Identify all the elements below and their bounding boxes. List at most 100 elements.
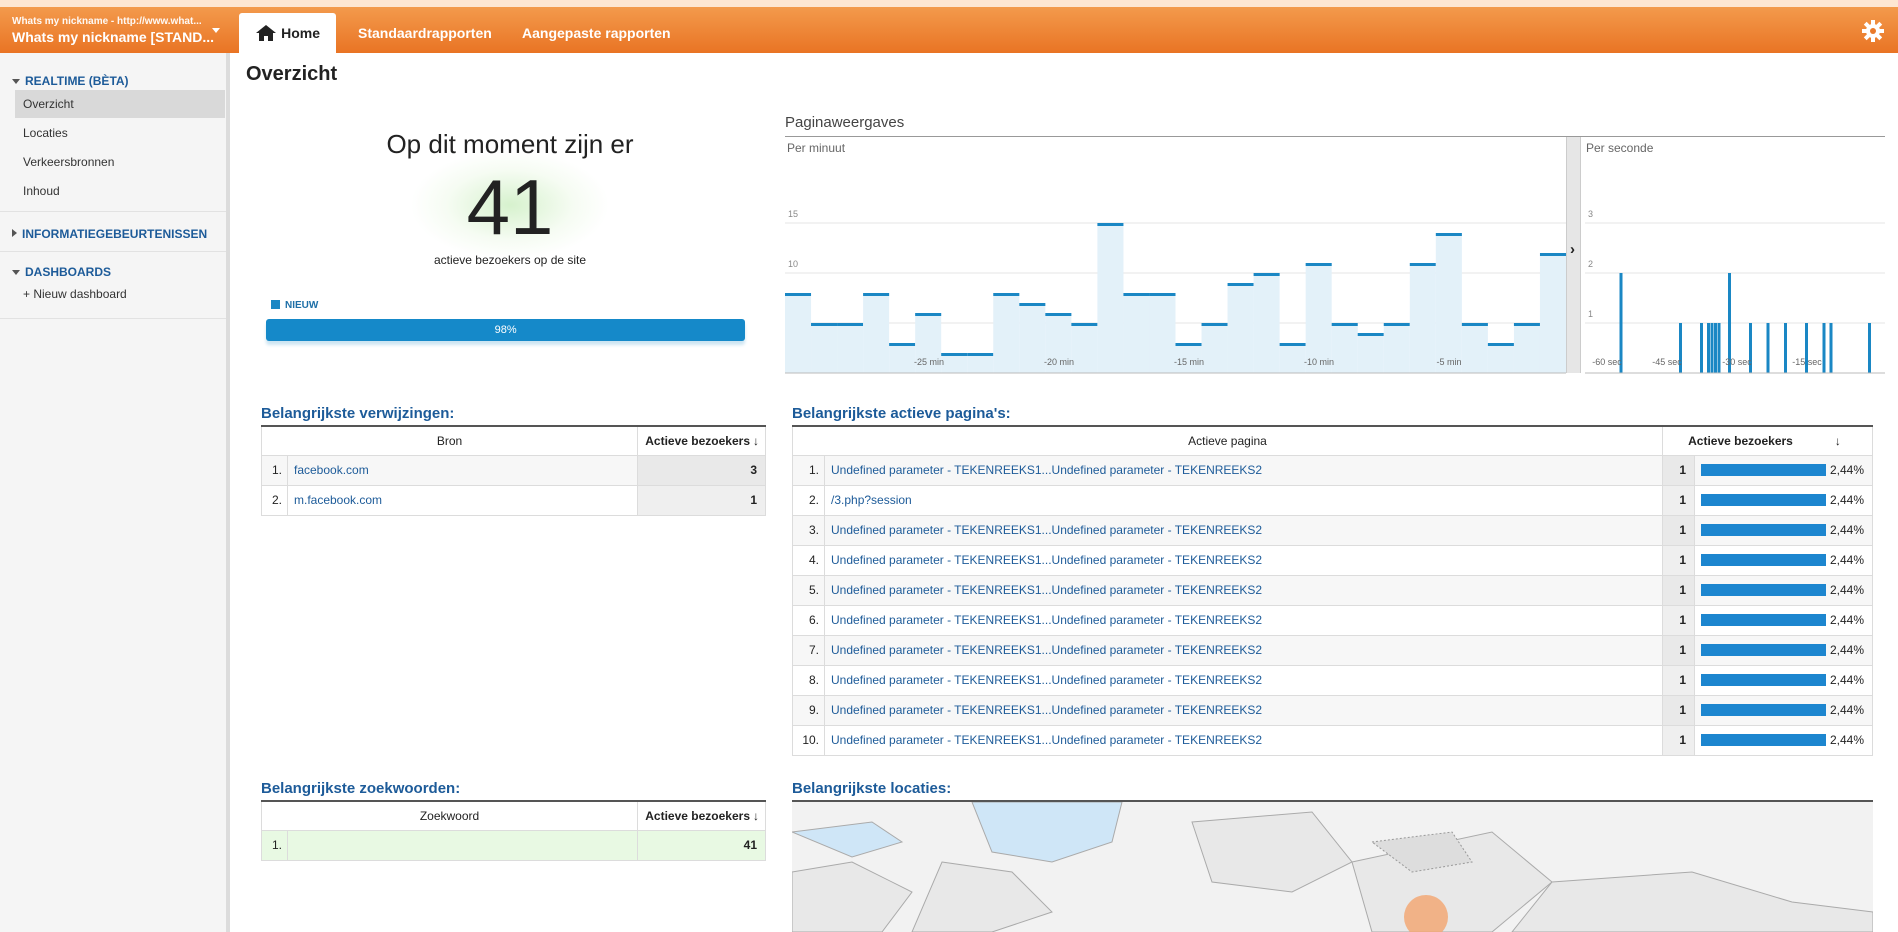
map-svg	[792, 802, 1873, 932]
sidebar-item-inhoud[interactable]: Inhoud	[23, 184, 60, 198]
chart-bar-area	[863, 293, 890, 373]
sidebar-item-overzicht[interactable]: Overzicht	[15, 90, 225, 118]
table-row: 2./3.php?session 1 2,44%	[792, 484, 1873, 516]
chart-bar-area	[889, 343, 916, 373]
table-row: 9. Undefined parameter - TEKENREEKS1...Un…	[792, 694, 1873, 726]
active-page-link[interactable]: Undefined parameter - TEKENREEKS1...Unde…	[824, 664, 1663, 696]
col-header-visitors[interactable]: Actieve bezoekers ↓	[1662, 427, 1873, 456]
sidebar-section-dashboards[interactable]: DASHBOARDS	[12, 265, 111, 279]
sidebar-section-realtime[interactable]: REALTIME (BÈTA)	[12, 74, 129, 88]
sidebar-item-locaties[interactable]: Locaties	[23, 126, 68, 140]
sidebar-section-label: INFORMATIEGEBEURTENISSEN	[22, 227, 208, 241]
chart-bar	[1766, 323, 1770, 373]
tab-home-label: Home	[281, 25, 320, 41]
active-page-link[interactable]: Undefined parameter - TEKENREEKS1...Unde…	[824, 634, 1663, 666]
table-row: 8. Undefined parameter - TEKENREEKS1...Un…	[792, 664, 1873, 696]
active-page-link[interactable]: Undefined parameter - TEKENREEKS1...Unde…	[824, 604, 1663, 636]
active-page-link[interactable]: Undefined parameter - TEKENREEKS1...Unde…	[824, 694, 1663, 726]
tab-home[interactable]: Home	[239, 13, 336, 53]
active-page-link[interactable]: Undefined parameter - TEKENREEKS1...Unde…	[824, 724, 1663, 756]
sort-arrow-icon: ↓	[753, 433, 759, 448]
chart-bar	[1383, 323, 1410, 326]
active-page-link[interactable]: Undefined parameter - TEKENREEKS1...Unde…	[824, 574, 1663, 606]
chart-bar	[1829, 323, 1833, 373]
row-index: 9.	[792, 694, 825, 726]
keyword-link[interactable]	[287, 829, 638, 861]
referral-source-link[interactable]: m.facebook.com	[287, 484, 638, 516]
col-header-page[interactable]: Actieve pagina	[792, 427, 1663, 456]
x-tick-label: -15 min	[1174, 357, 1204, 367]
gear-icon[interactable]	[1862, 20, 1884, 42]
table-row: 5. Undefined parameter - TEKENREEKS1...Un…	[792, 574, 1873, 606]
locations-map[interactable]	[792, 802, 1873, 932]
active-pages-title: Belangrijkste actieve pagina's:	[792, 405, 1011, 422]
percent-bar	[1701, 644, 1826, 656]
col-header-visitors[interactable]: Actieve bezoekers ↓	[637, 802, 766, 831]
y-tick-label: 2	[1588, 259, 1593, 269]
divider	[261, 800, 766, 802]
active-page-link[interactable]: /3.php?session	[824, 484, 1663, 516]
percent-cell: 2,44%	[1694, 694, 1873, 726]
percent-bar	[1701, 704, 1826, 716]
referral-source-link[interactable]: facebook.com	[287, 454, 638, 486]
percent-label: 2,44%	[1829, 733, 1864, 747]
row-value: 1	[1662, 454, 1695, 486]
new-dashboard-link[interactable]: + Nieuw dashboard	[23, 287, 127, 301]
col-header-keyword[interactable]: Zoekwoord	[261, 802, 638, 831]
chart-bar	[1305, 263, 1332, 266]
chart-bar	[1279, 343, 1306, 346]
chart-bar	[1435, 233, 1462, 236]
chart-bar	[1539, 253, 1566, 256]
sidebar: REALTIME (BÈTA) Overzicht Locaties Verke…	[0, 53, 230, 932]
count-glow	[410, 150, 610, 260]
tab-custom-reports[interactable]: Aangepaste rapporten	[522, 25, 671, 41]
chevron-down-icon[interactable]	[212, 28, 220, 33]
sidebar-section-events[interactable]: INFORMATIEGEBEURTENISSEN	[12, 227, 207, 241]
chart-bar	[1175, 343, 1202, 346]
chart-bar-area	[1331, 323, 1358, 373]
pageviews-chart-svg: 51015-25 min-20 min-15 min-10 min-5 min1…	[785, 209, 1885, 374]
active-visitor-sublabel: actieve bezoekers op de site	[433, 253, 587, 267]
active-page-link[interactable]: Undefined parameter - TEKENREEKS1...Unde…	[824, 544, 1663, 576]
expand-arrow-button[interactable]: ›	[1566, 137, 1581, 373]
chart-bar-area	[811, 323, 838, 373]
account-selector[interactable]: Whats my nickname - http://www.what... W…	[0, 7, 230, 53]
row-value: 1	[1662, 484, 1695, 516]
y-tick-label: 1	[1588, 309, 1593, 319]
chart-bar-area	[915, 313, 942, 373]
percent-label: 2,44%	[1829, 673, 1864, 687]
percent-label: 2,44%	[1829, 703, 1864, 717]
chart-bar-area	[1487, 343, 1514, 373]
x-tick-label: -5 min	[1436, 357, 1461, 367]
percent-cell: 2,44%	[1694, 514, 1873, 546]
chart-bar-area	[785, 293, 812, 373]
percent-bar	[1701, 674, 1826, 686]
legend-label: NIEUW	[285, 300, 319, 311]
chart-bar-area	[1071, 323, 1098, 373]
chart-bar	[1019, 303, 1046, 306]
active-page-link[interactable]: Undefined parameter - TEKENREEKS1...Unde…	[824, 454, 1663, 486]
chart-bar	[1784, 323, 1787, 373]
divider	[792, 425, 1873, 427]
col-header-source[interactable]: Bron	[261, 427, 638, 456]
chart-bar	[1201, 323, 1228, 326]
row-index: 5.	[792, 574, 825, 606]
col-header-visitors[interactable]: Actieve bezoekers ↓	[637, 427, 766, 456]
chart-bar-area	[1435, 233, 1462, 373]
percent-label: 2,44%	[1829, 643, 1864, 657]
percent-bar	[1701, 614, 1826, 626]
divider	[0, 211, 226, 212]
chart-bar	[1071, 323, 1098, 326]
chart-bar	[1331, 323, 1358, 326]
chart-bar	[1513, 323, 1540, 326]
legend-swatch	[271, 300, 280, 309]
chart-bar-area	[1123, 293, 1150, 373]
row-index: 2.	[792, 484, 825, 516]
caret-down-icon	[12, 270, 20, 275]
keywords-table: Zoekwoord Actieve bezoekers ↓ 1. 41	[261, 802, 766, 861]
active-page-link[interactable]: Undefined parameter - TEKENREEKS1...Unde…	[824, 514, 1663, 546]
sidebar-item-verkeersbronnen[interactable]: Verkeersbronnen	[23, 155, 115, 169]
referrals-title: Belangrijkste verwijzingen:	[261, 405, 455, 422]
tab-standard-reports[interactable]: Standaardrapporten	[358, 25, 492, 41]
row-index: 4.	[792, 544, 825, 576]
